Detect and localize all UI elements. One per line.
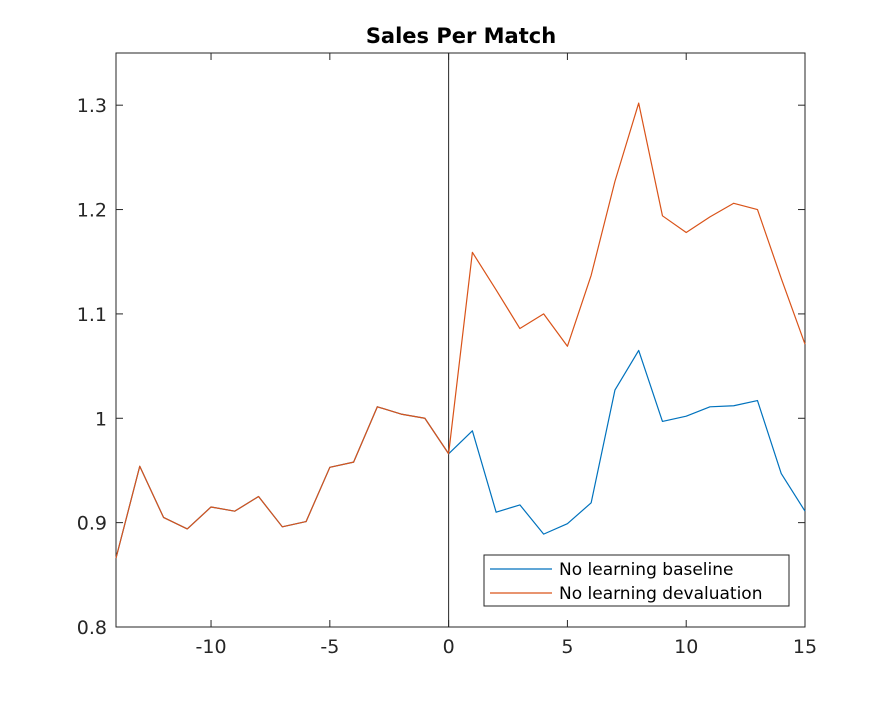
x-tick-label: -5 (320, 636, 339, 658)
y-tick-label: 1.2 (77, 200, 107, 222)
y-tick-label: 1.3 (77, 95, 107, 117)
y-tick-label: 1 (95, 408, 107, 430)
y-tick-labels: 0.8 0.9 1 1.1 1.2 1.3 (77, 95, 107, 639)
series-lines (115, 102, 806, 559)
y-tick-label: 1.1 (77, 304, 107, 326)
plot-area (115, 52, 806, 628)
y-tick-label: 0.8 (77, 617, 107, 639)
x-tick-label: 0 (443, 636, 455, 658)
chart-title: Sales Per Match (366, 24, 556, 48)
legend-label-devaluation: No learning devaluation (559, 584, 763, 604)
x-tick-label: 10 (674, 636, 698, 658)
x-tick-label: -10 (196, 636, 227, 658)
legend: No learning baseline No learning devalua… (483, 554, 790, 607)
legend-box (483, 554, 790, 607)
x-tick-label: 5 (561, 636, 573, 658)
legend-label-baseline: No learning baseline (559, 560, 733, 580)
y-tick-label: 0.9 (77, 513, 107, 535)
x-tick-labels: -10 -5 0 5 10 15 (196, 636, 818, 658)
x-tick-label: 15 (793, 636, 817, 658)
series-line-devaluation (115, 102, 806, 559)
